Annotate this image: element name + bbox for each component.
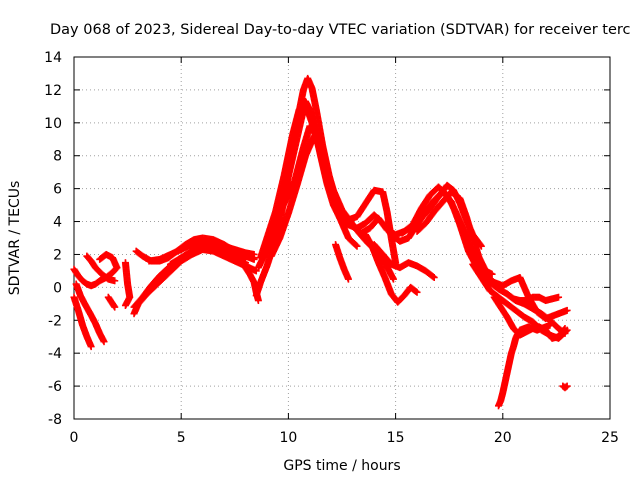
- data-point: [100, 338, 108, 346]
- data-points: [70, 74, 571, 410]
- data-point: [254, 297, 262, 305]
- x-tick-label: 10: [279, 430, 297, 446]
- y-tick-label: 12: [44, 83, 62, 99]
- y-tick-label: -4: [48, 346, 62, 362]
- y-tick-label: 8: [53, 149, 62, 165]
- plot-frame: [73, 56, 611, 420]
- x-tick-label: 5: [177, 430, 186, 446]
- x-tick-label: 0: [70, 430, 79, 446]
- data-point: [121, 301, 129, 309]
- data-point: [250, 254, 258, 262]
- y-tick-label: 6: [53, 182, 62, 198]
- chart-title: Day 068 of 2023, Sidereal Day-to-day VTE…: [50, 22, 631, 38]
- y-tick-label: -2: [48, 313, 62, 329]
- axis-ticks: 0 5 10 15 20 25 -8 -6 -4 -2 0 2 4 6 8 10 12 14: [44, 50, 619, 446]
- y-tick-label: 0: [53, 280, 62, 296]
- grid: [74, 57, 610, 419]
- y-tick-label: 4: [53, 215, 62, 231]
- y-tick-label: 2: [53, 247, 62, 263]
- x-tick-label: 15: [387, 430, 405, 446]
- y-tick-label: -6: [48, 379, 62, 395]
- x-axis-label: GPS time / hours: [283, 458, 400, 474]
- data-point: [111, 277, 119, 285]
- y-axis-label: SDTVAR / TECUs: [7, 181, 23, 296]
- y-tick-label: 10: [44, 116, 62, 132]
- y-tick-label: 14: [44, 50, 62, 66]
- y-tick-label: -8: [48, 412, 62, 428]
- x-tick-label: 25: [601, 430, 619, 446]
- data-point: [113, 264, 121, 272]
- data-point: [111, 303, 119, 311]
- x-tick-label: 20: [494, 430, 512, 446]
- data-point: [87, 343, 95, 351]
